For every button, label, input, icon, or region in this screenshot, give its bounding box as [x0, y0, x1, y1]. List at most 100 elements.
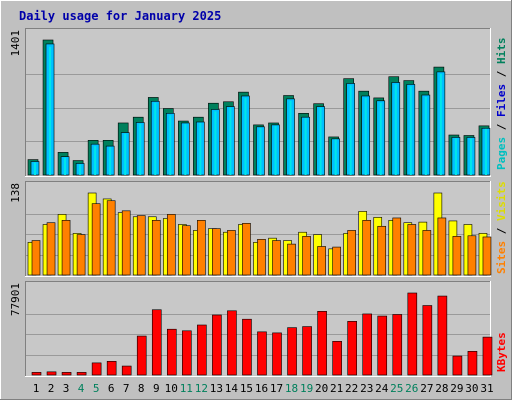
series-pages — [34, 46, 487, 176]
bar-pages — [409, 86, 412, 175]
chart-title: Daily usage for January 2025 — [19, 9, 221, 23]
x-tick-label: 19 — [300, 382, 313, 395]
bar-pages — [124, 133, 127, 175]
bar-kbytes — [61, 372, 72, 376]
bar-sites — [31, 240, 41, 276]
x-tick-label: 13 — [210, 382, 223, 395]
x-tick-label: 30 — [465, 382, 478, 395]
bar-kbytes — [166, 328, 177, 376]
bar-pages — [454, 138, 457, 175]
bar-sites — [362, 220, 372, 276]
bar-kbytes — [46, 371, 57, 376]
bar-pages — [469, 138, 472, 175]
bar-kbytes — [362, 313, 373, 376]
bar-pages — [244, 97, 247, 175]
panel-hits_files_pages: 1401 — [9, 28, 491, 177]
bar-pages — [154, 102, 157, 175]
x-tick-label: 9 — [153, 382, 160, 395]
bar-pages — [334, 139, 337, 175]
bar-kbytes — [151, 309, 162, 376]
bar-kbytes — [182, 330, 192, 376]
bar-kbytes — [467, 351, 478, 376]
bar-pages — [394, 84, 397, 175]
x-tick-label: 18 — [285, 382, 298, 395]
bar-sites — [302, 236, 311, 276]
x-tick-label: 11 — [180, 382, 193, 395]
bar-sites — [136, 215, 146, 276]
bar-pages — [64, 157, 67, 175]
right-side-labels: Pages / Files / Hits Sites / Visits KBytes — [495, 38, 508, 373]
bar-sites — [91, 203, 101, 276]
legend-sites-visits: Sites / Visits — [495, 181, 508, 274]
x-tick-label: 8 — [138, 382, 145, 395]
legend-part: / — [495, 221, 508, 241]
bar-kbytes — [452, 355, 463, 376]
bar-sites — [121, 210, 131, 276]
bar-pages — [424, 96, 427, 175]
bar-sites — [227, 230, 236, 276]
x-tick-label: 15 — [240, 382, 253, 395]
x-axis-labels: 1 2 3 4 5 6 7 8 9 10 11 12 13 14 15 16 17 18 19 20 21 22 23 24 2… — [33, 382, 494, 395]
y-axis-max-label: 77901 — [9, 283, 22, 316]
bar-pages — [259, 127, 262, 175]
y-axis-max-label: 1401 — [9, 30, 22, 57]
bar-pages — [184, 123, 187, 175]
x-tick-label: 29 — [450, 382, 463, 395]
bar-sites — [422, 230, 432, 276]
x-tick-label: 5 — [93, 382, 100, 395]
chart-panels: 1401 138 77901 — [9, 28, 493, 377]
bar-pages — [79, 164, 82, 175]
bar-kbytes — [242, 318, 252, 376]
legend-part: Sites — [495, 241, 508, 274]
x-tick-label: 3 — [63, 382, 70, 395]
legend-part: / — [495, 117, 508, 137]
legend-part: Hits — [495, 38, 508, 65]
bar-sites — [61, 220, 71, 276]
bar-kbytes — [377, 315, 388, 376]
bar-pages — [364, 97, 367, 175]
bar-kbytes — [317, 311, 327, 376]
bar-kbytes — [136, 335, 147, 376]
bar-sites — [46, 222, 56, 276]
legend-pages-files-hits: Pages / Files / Hits — [495, 38, 508, 171]
bar-sites — [317, 246, 326, 276]
x-tick-label: 7 — [123, 382, 130, 395]
x-tick-label: 21 — [330, 382, 343, 395]
bar-sites — [272, 240, 281, 276]
panel-kbytes: 77901 — [9, 281, 493, 377]
legend-part: Files — [495, 84, 508, 117]
bar-sites — [377, 225, 387, 276]
bar-sites — [392, 217, 402, 276]
bar-sites — [212, 228, 221, 276]
x-tick-label: 1 — [33, 382, 40, 395]
bar-sites — [332, 246, 341, 276]
bar-pages — [349, 85, 352, 175]
bar-pages — [289, 100, 292, 175]
legend-part: Visits — [495, 181, 508, 221]
x-tick-label: 12 — [195, 382, 208, 395]
bar-kbytes — [31, 372, 42, 376]
bar-pages — [379, 102, 382, 175]
legend-part: / — [495, 64, 508, 84]
x-tick-label: 10 — [165, 382, 178, 395]
bar-sites — [437, 217, 447, 276]
x-tick-label: 25 — [390, 382, 403, 395]
x-tick-label: 23 — [360, 382, 373, 395]
bar-pages — [94, 146, 97, 175]
bar-pages — [214, 111, 217, 175]
bar-sites — [482, 236, 492, 276]
bar-kbytes — [106, 361, 117, 376]
bar-kbytes — [272, 332, 282, 376]
bar-kbytes — [91, 362, 102, 376]
bar-sites — [257, 239, 266, 276]
x-tick-label: 14 — [225, 382, 239, 395]
bar-sites — [197, 220, 206, 276]
legend-part: KBytes — [495, 332, 508, 372]
x-tick-label: 17 — [270, 382, 283, 395]
x-tick-label: 20 — [315, 382, 328, 395]
bar-kbytes — [121, 365, 132, 376]
bar-pages — [49, 46, 52, 176]
bar-pages — [304, 118, 307, 175]
